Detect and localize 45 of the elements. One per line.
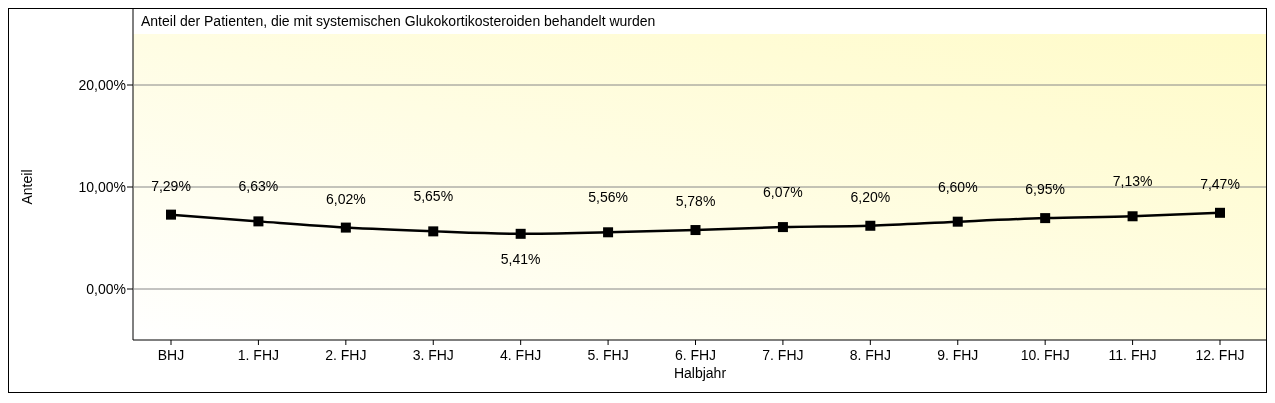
y-tick-label: 10,00%: [78, 179, 126, 195]
data-label: 7,47%: [1200, 175, 1240, 192]
point: [603, 227, 614, 238]
point: [428, 226, 439, 237]
data-label: 6,20%: [850, 188, 891, 205]
x-tick-label: 1. FHJ: [237, 347, 280, 363]
x-tick-label: 2. FHJ: [325, 347, 367, 363]
x-tick-label: BHJ: [157, 347, 185, 363]
data-label: 5,56%: [588, 189, 628, 206]
point: [340, 222, 351, 233]
data-label: 7,29%: [151, 177, 191, 194]
point: [515, 228, 526, 239]
x-tick-label: 5. FHJ: [587, 347, 629, 363]
x-tick-label: 3. FHJ: [412, 347, 454, 363]
data-label: 5,65%: [413, 188, 454, 205]
data-label: 6,02%: [325, 190, 366, 207]
data-label: 5,78%: [675, 193, 716, 210]
point: [952, 216, 963, 227]
x-axis-title: Halbjahr: [673, 365, 727, 381]
x-tick-label: 8. FHJ: [849, 347, 891, 363]
point: [1040, 213, 1051, 224]
x-tick-label: 10. FHJ: [1020, 347, 1070, 363]
x-tick-label: 4. FHJ: [500, 347, 542, 363]
data-label: 6,60%: [937, 178, 978, 195]
point: [253, 216, 264, 227]
data-label: 6,95%: [1025, 181, 1066, 198]
point: [865, 220, 876, 231]
x-tick-label: 11. FHJ: [1108, 347, 1157, 363]
data-label: 6,07%: [763, 184, 803, 201]
x-tick-label: 7. FHJ: [762, 347, 804, 363]
data-label: 7,13%: [1112, 173, 1153, 190]
data-label: 5,41%: [500, 250, 541, 267]
point: [690, 225, 701, 236]
y-axis-title: Anteil: [19, 169, 35, 205]
x-tick-label: 9. FHJ: [937, 347, 979, 363]
point: [1215, 207, 1225, 218]
point: [166, 209, 176, 220]
x-tick-label: 12. FHJ: [1195, 347, 1245, 363]
data-label: 6,63%: [238, 178, 279, 195]
chart-title: Anteil der Patienten, die mit systemischen Glukokortikosteroiden behandelt wurden: [141, 13, 656, 29]
point: [1127, 211, 1138, 222]
y-tick-label: 0,00%: [86, 281, 126, 297]
y-tick-label: 20,00%: [78, 77, 126, 93]
x-tick-label: 6. FHJ: [674, 347, 717, 363]
point: [777, 222, 788, 233]
